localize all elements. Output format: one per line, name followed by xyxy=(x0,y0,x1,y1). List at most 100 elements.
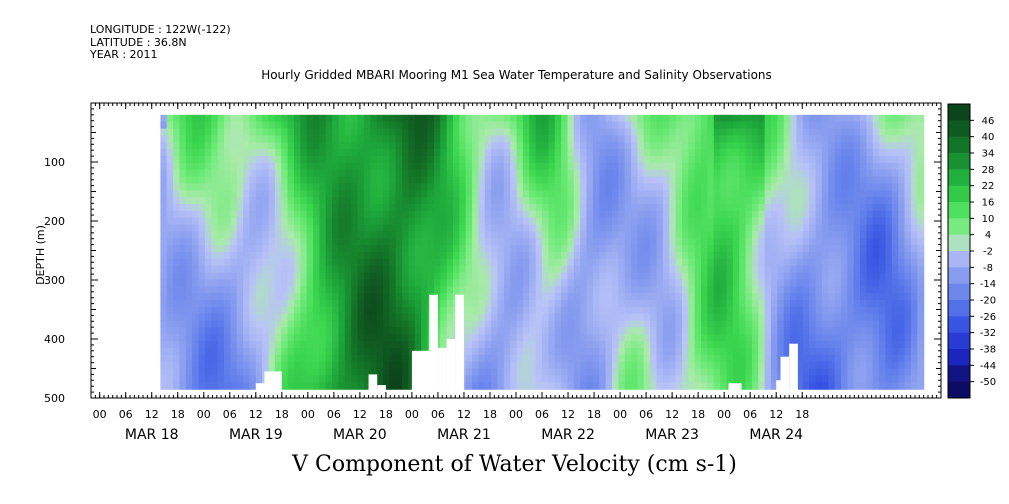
heat-cell xyxy=(618,279,626,287)
heat-cell xyxy=(853,361,861,370)
heat-cell xyxy=(281,162,289,171)
heat-cell xyxy=(274,238,282,246)
heat-cell xyxy=(872,272,880,281)
heat-cell xyxy=(554,183,562,191)
heat-cell xyxy=(637,149,645,157)
heat-cell xyxy=(758,210,766,219)
heat-cell xyxy=(675,149,683,157)
heat-cell xyxy=(230,210,238,219)
heat-cell xyxy=(179,121,187,130)
heat-cell xyxy=(344,183,352,191)
heat-cell xyxy=(586,210,594,219)
heat-cell xyxy=(179,114,187,123)
heat-cell xyxy=(484,348,492,356)
heat-cell xyxy=(771,293,778,301)
heat-cell xyxy=(516,375,524,383)
heat-cell xyxy=(885,231,893,239)
heat-cell xyxy=(414,320,422,329)
heat-cell xyxy=(370,327,378,335)
heat-cell xyxy=(777,245,785,253)
heat-cell xyxy=(860,327,868,335)
heat-cell xyxy=(293,162,301,171)
heat-cell xyxy=(465,272,473,281)
heat-cell xyxy=(573,320,581,329)
heat-cell xyxy=(529,327,537,335)
heat-cell xyxy=(732,169,740,178)
heat-cell xyxy=(802,361,810,370)
heat-cell xyxy=(522,341,530,349)
heat-cell xyxy=(611,183,619,191)
heat-cell xyxy=(548,320,556,329)
heat-cell xyxy=(745,197,753,205)
heat-cell xyxy=(917,334,925,342)
heat-cell xyxy=(223,190,231,198)
heat-cell xyxy=(599,190,607,198)
heat-cell xyxy=(243,279,251,287)
heat-cell xyxy=(860,313,868,322)
heat-cell xyxy=(319,272,327,281)
heat-cell xyxy=(338,258,346,267)
heat-cell xyxy=(408,334,416,342)
heat-cell xyxy=(223,265,231,274)
heat-cell xyxy=(319,293,327,301)
heat-cell xyxy=(554,142,562,150)
heat-cell xyxy=(529,341,537,349)
heat-cell xyxy=(751,354,759,363)
heat-cell xyxy=(160,176,168,184)
heat-cell xyxy=(452,121,460,130)
heat-cell xyxy=(605,368,613,377)
heat-cell xyxy=(478,258,486,267)
heat-cell xyxy=(707,368,715,377)
heat-cell xyxy=(173,155,181,164)
heat-cell xyxy=(306,306,314,315)
heat-cell xyxy=(809,313,817,322)
heat-cell xyxy=(402,224,410,232)
heat-cell xyxy=(325,306,333,315)
heat-cell xyxy=(637,341,645,349)
heat-cell xyxy=(313,238,320,246)
heat-cell xyxy=(414,169,422,178)
heat-cell xyxy=(802,135,810,143)
heat-cell xyxy=(262,265,270,274)
heat-cell xyxy=(675,265,683,274)
heat-cell xyxy=(554,286,562,294)
heat-cell xyxy=(821,128,829,136)
heat-cell xyxy=(529,299,537,308)
heat-cell xyxy=(917,258,925,267)
heat-cell xyxy=(707,183,715,191)
heat-cell xyxy=(522,382,530,390)
heat-cell xyxy=(395,169,403,178)
heat-cell xyxy=(402,299,410,308)
heat-cell xyxy=(357,183,365,191)
heat-cell xyxy=(567,348,575,356)
heat-cell xyxy=(904,341,912,349)
heat-cell xyxy=(325,265,333,274)
heat-cell xyxy=(338,354,346,363)
heat-cell xyxy=(484,231,492,239)
heat-cell xyxy=(592,149,600,157)
heat-cell xyxy=(319,334,327,342)
heat-cell xyxy=(605,142,613,150)
heat-cell xyxy=(840,320,848,329)
heat-cell xyxy=(866,224,874,232)
heat-cell xyxy=(249,155,257,164)
heat-cell xyxy=(688,341,696,349)
heat-cell xyxy=(828,231,836,239)
heat-cell xyxy=(491,320,499,329)
heat-cell xyxy=(236,375,244,383)
heat-cell xyxy=(204,354,212,363)
heat-cell xyxy=(192,293,200,301)
heat-cell xyxy=(185,128,193,136)
heat-cell xyxy=(255,306,263,315)
heat-cell xyxy=(363,272,371,281)
heat-cell xyxy=(618,265,626,274)
heat-cell xyxy=(421,238,429,246)
heat-cell xyxy=(669,114,677,123)
heat-cell xyxy=(624,231,632,239)
heat-cell xyxy=(472,190,480,198)
heat-cell xyxy=(293,341,301,349)
heat-cell xyxy=(777,334,785,342)
heat-cell xyxy=(790,224,798,232)
heat-cell xyxy=(357,306,365,315)
heat-cell xyxy=(853,286,861,294)
